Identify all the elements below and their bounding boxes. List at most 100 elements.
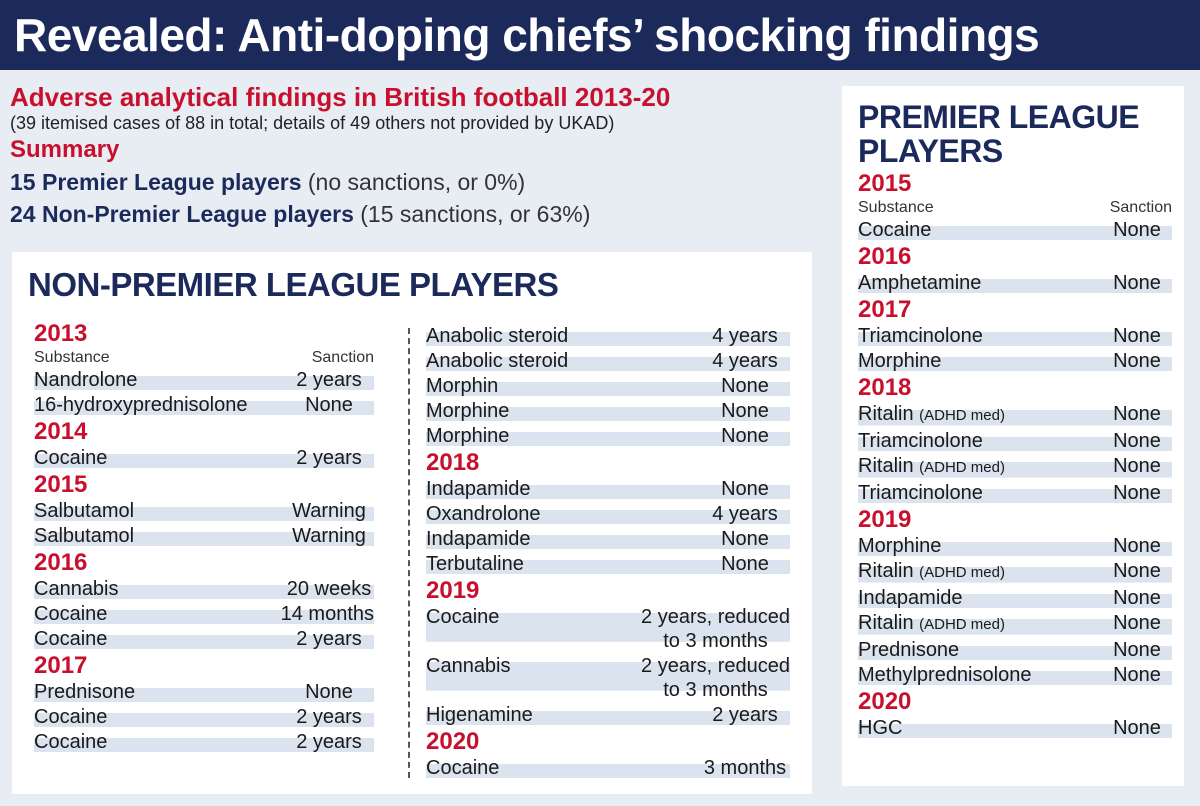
sanction-cell: None — [1113, 272, 1161, 294]
substance-cell: Triamcinolone — [858, 430, 983, 452]
sanction-cell: 2 years, reduced to 3 months — [641, 606, 790, 652]
sanction-cell: None — [1113, 325, 1161, 347]
substance-cell: Salbutamol — [34, 500, 135, 522]
sanction-cell: 2 years — [296, 706, 362, 728]
sanction-cell: None — [1113, 639, 1161, 661]
substance-note: (ADHD med) — [919, 616, 1005, 633]
year-heading: 2018 — [426, 449, 480, 476]
table-row: Cannabis 2 years, reduced to 3 months — [426, 654, 790, 702]
sanction-cell: Warning — [292, 525, 366, 547]
substance-cell: Morphin — [426, 375, 499, 397]
table-row: Indapamide None — [426, 477, 790, 501]
sanction-cell: 20 weeks — [286, 578, 372, 600]
table-row: Cocaine 2 years — [34, 627, 374, 651]
sanction-cell: None — [721, 553, 769, 575]
sanction-cell: None — [1113, 430, 1161, 452]
year-heading: 2015 — [34, 471, 88, 498]
table-row: Methylprednisolone None — [858, 663, 1172, 687]
year-heading: 2020 — [426, 728, 480, 755]
table-row: Morphin None — [426, 374, 790, 398]
sanction-cell: 3 months — [703, 757, 787, 779]
substance-cell: Triamcinolone — [858, 482, 983, 504]
substance-cell: Higenamine — [426, 704, 533, 726]
sanction-cell: 2 years — [712, 704, 778, 726]
sanction-cell: 4 years — [712, 503, 778, 525]
sanction-header: Sanction — [311, 349, 374, 366]
table-row: Triamcinolone None — [858, 324, 1172, 348]
summary-pl-count: 15 Premier League players — [10, 169, 302, 195]
substance-cell: Cocaine — [858, 219, 932, 241]
sanction-cell: None — [1113, 455, 1161, 477]
sanction-cell: 4 years — [712, 350, 778, 372]
sanction-cell: None — [721, 400, 769, 422]
substance-note: (ADHD med) — [919, 459, 1005, 476]
substance-cell: Ritalin (ADHD med) — [858, 455, 1005, 477]
sanction-cell: None — [721, 478, 769, 500]
sanction-cell: None — [305, 681, 353, 703]
table-row: Morphine None — [858, 534, 1172, 558]
year-heading: 2017 — [34, 652, 88, 679]
non-pl-right-column: Anabolic steroid 4 years Anabolic steroid 4… — [426, 324, 790, 781]
substance-cell: Ritalin (ADHD med) — [858, 560, 1005, 582]
sanction-cell: None — [1113, 560, 1161, 582]
year-heading: 2017 — [858, 296, 912, 323]
substance-cell: Nandrolone — [34, 369, 138, 391]
substance-cell: Anabolic steroid — [426, 350, 569, 372]
table-row: Morphine None — [858, 349, 1172, 373]
substance-cell: Methylprednisolone — [858, 664, 1032, 686]
table-row: Cocaine None — [858, 218, 1172, 242]
sanction-cell: 14 months — [280, 603, 374, 625]
table-row: HGC None — [858, 716, 1172, 740]
table-row: Ritalin (ADHD med) None — [858, 402, 1172, 428]
table-row: Indapamide None — [858, 586, 1172, 610]
substance-cell: Triamcinolone — [858, 325, 983, 347]
substance-cell: Cocaine — [34, 706, 108, 728]
intro-block: Adverse analytical findings in British f… — [10, 82, 830, 230]
intro-subtitle: (39 itemised cases of 88 in total; detai… — [10, 113, 615, 133]
sanction-cell: 2 years, reduced to 3 months — [641, 655, 790, 701]
substance-cell: Morphine — [858, 535, 942, 557]
summary-line-pl: 15 Premier League players (no sanctions,… — [10, 166, 830, 198]
summary-label: Summary — [10, 136, 120, 163]
year-heading: 2015 — [858, 170, 912, 197]
sanction-cell: None — [1113, 482, 1161, 504]
summary-non-pl-detail: (15 sanctions, or 63%) — [353, 201, 591, 227]
substance-cell: Cocaine — [34, 628, 108, 650]
sanction-cell: 4 years — [712, 325, 778, 347]
substance-cell: Cocaine — [34, 603, 108, 625]
substance-cell: Terbutaline — [426, 553, 524, 575]
table-row: Ritalin (ADHD med) None — [858, 559, 1172, 585]
sanction-cell: None — [1113, 535, 1161, 557]
sanction-cell: 2 years — [296, 369, 362, 391]
substance-cell: Oxandrolone — [426, 503, 541, 525]
table-row: Cocaine 2 years — [34, 705, 374, 729]
table-row: Indapamide None — [426, 527, 790, 551]
substance-header: Substance — [858, 199, 934, 216]
sanction-cell: None — [1113, 350, 1161, 372]
table-row: Amphetamine None — [858, 271, 1172, 295]
summary-pl-detail: (no sanctions, or 0%) — [301, 169, 526, 195]
sanction-cell: None — [721, 528, 769, 550]
table-row: Cocaine 2 years, reduced to 3 months — [426, 605, 790, 653]
year-heading: 2013 — [34, 320, 88, 347]
premier-league-panel: PREMIER LEAGUE PLAYERS 2015 Substance Sanc… — [842, 86, 1184, 786]
non-pl-left-column: 2013 Substance Sanction Nandrolone 2 years 16… — [34, 320, 374, 755]
summary-line-non-pl: 24 Non-Premier League players (15 sancti… — [10, 198, 830, 230]
substance-cell: 16-hydroxyprednisolone — [34, 394, 248, 416]
non-premier-league-panel: NON-PREMIER LEAGUE PLAYERS 2013 Substance… — [12, 252, 812, 794]
sanction-cell: None — [1113, 219, 1161, 241]
table-row: Salbutamol Warning — [34, 524, 374, 548]
substance-cell: Prednisone — [858, 639, 960, 661]
substance-cell: Ritalin (ADHD med) — [858, 403, 1005, 425]
pl-column: 2015 Substance Sanction Cocaine None 2016 Amph… — [858, 170, 1172, 741]
sanction-header: Sanction — [1109, 199, 1172, 216]
year-heading: 2019 — [426, 577, 480, 604]
table-row: Anabolic steroid 4 years — [426, 324, 790, 348]
year-heading: 2018 — [858, 374, 912, 401]
table-row: Cocaine 14 months — [34, 602, 374, 626]
substance-cell: Cocaine — [34, 447, 108, 469]
sanction-cell: None — [721, 425, 769, 447]
table-row: Triamcinolone None — [858, 481, 1172, 505]
table-row: Morphine None — [426, 399, 790, 423]
substance-cell: Morphine — [426, 400, 510, 422]
